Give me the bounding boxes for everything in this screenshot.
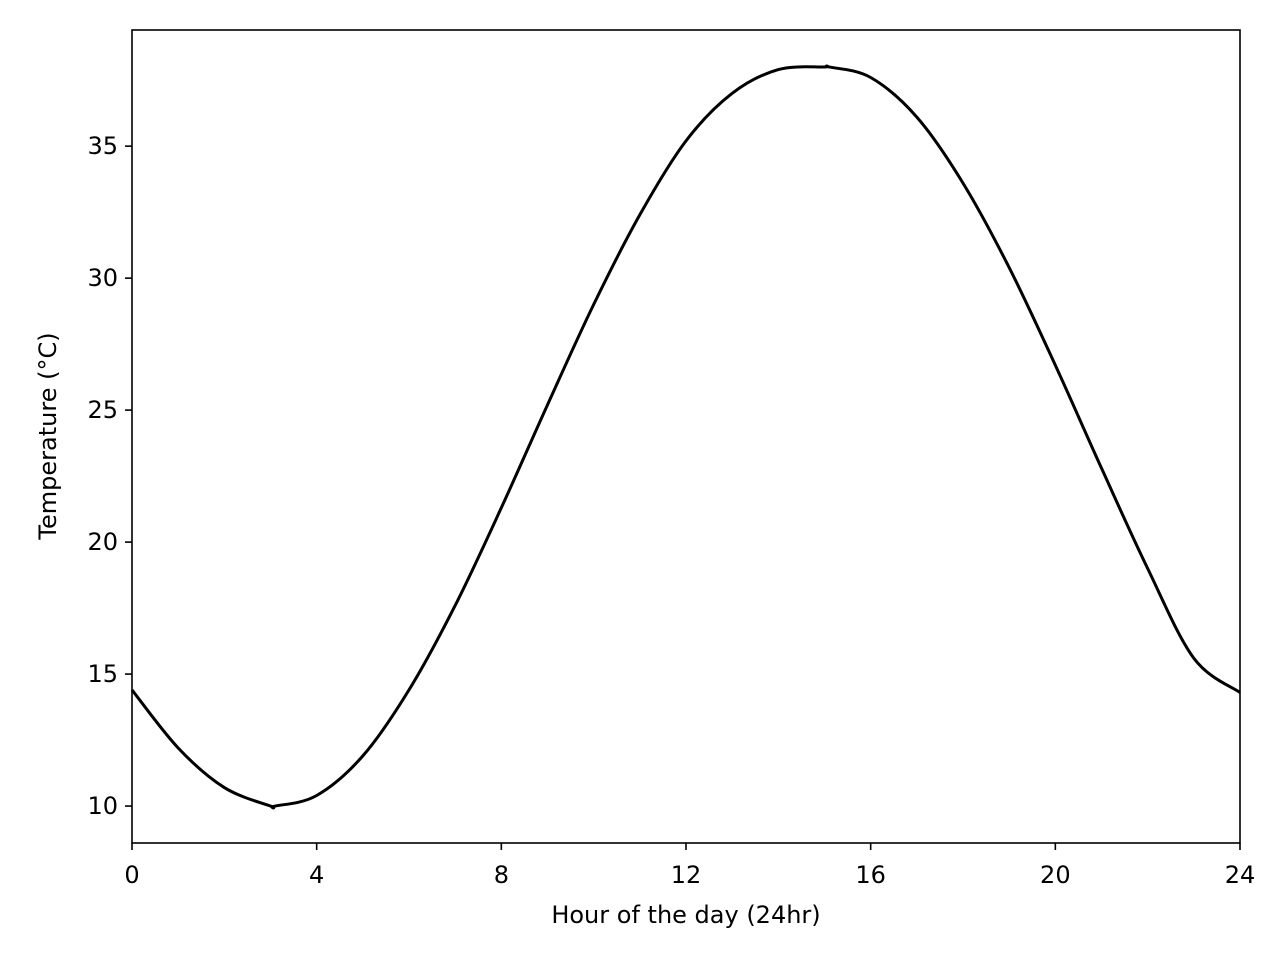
x-tick-label: 20 (1040, 861, 1071, 889)
y-tick-label: 35 (87, 132, 118, 160)
y-axis-ticks: 10 15 20 25 30 35 (87, 132, 132, 820)
x-tick-label: 24 (1225, 861, 1256, 889)
x-axis-label: Hour of the day (24hr) (551, 901, 820, 929)
y-tick-label: 25 (87, 396, 118, 424)
y-tick-label: 15 (87, 660, 118, 688)
x-tick-label: 12 (671, 861, 702, 889)
temperature-series-line (130, 64, 1241, 810)
x-tick-label: 0 (124, 861, 139, 889)
x-tick-label: 16 (855, 861, 886, 889)
x-tick-label: 4 (309, 861, 324, 889)
y-tick-label: 30 (87, 264, 118, 292)
data-layer (130, 64, 1241, 810)
x-tick-label: 8 (494, 861, 509, 889)
x-axis-ticks: 0 4 8 12 16 20 24 (124, 843, 1255, 889)
y-axis-label: Temperature (°C) (34, 332, 62, 540)
y-tick-label: 10 (87, 792, 118, 820)
y-tick-label: 20 (87, 528, 118, 556)
plot-background (132, 30, 1240, 843)
